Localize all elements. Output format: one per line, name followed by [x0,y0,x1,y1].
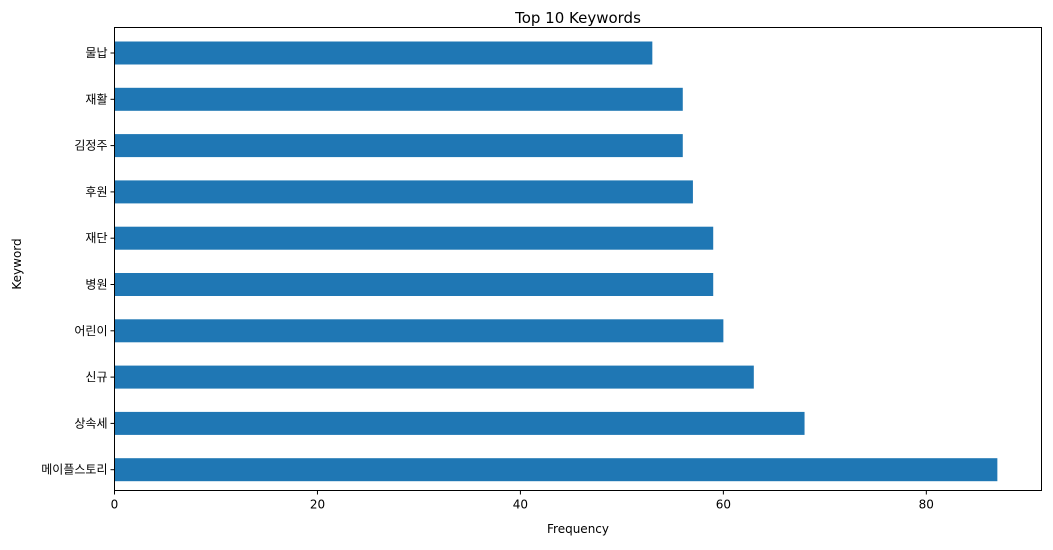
bar-10 [114,458,998,482]
bar-4 [114,180,693,204]
x-tick-label: 80 [919,498,934,512]
y-tick-label: 병원 [85,278,107,292]
y-tick-label: 물납 [85,46,107,60]
plot-frame [114,27,1042,491]
y-tick-label: 어린이 [74,324,107,338]
bar-5 [114,226,714,250]
bar-8 [114,365,754,389]
x-tick-label: 40 [513,498,528,512]
y-tick-label: 재활 [85,92,107,106]
bar-3 [114,134,683,158]
bars-layer [114,41,998,482]
bar-6 [114,273,714,296]
bar-2 [114,87,683,111]
chart-title: Top 10 Keywords [514,9,641,27]
y-tick-label: 신규 [85,370,107,384]
x-tick-label: 60 [716,498,731,512]
y-tick-label: 후원 [85,185,107,199]
x-tick-label: 0 [111,498,119,512]
y-tick-label: 김정주 [74,139,107,153]
x-axis-label: Frequency [547,522,609,536]
y-tick-label: 상속세 [74,416,107,430]
y-axis-label: Keyword [10,238,24,289]
y-tick-label: 메이플스토리 [41,463,107,477]
bar-1 [114,41,653,65]
y-tick-label: 재단 [85,231,107,245]
x-tick-label: 20 [310,498,325,512]
bar-7 [114,319,724,343]
bar-9 [114,411,805,435]
